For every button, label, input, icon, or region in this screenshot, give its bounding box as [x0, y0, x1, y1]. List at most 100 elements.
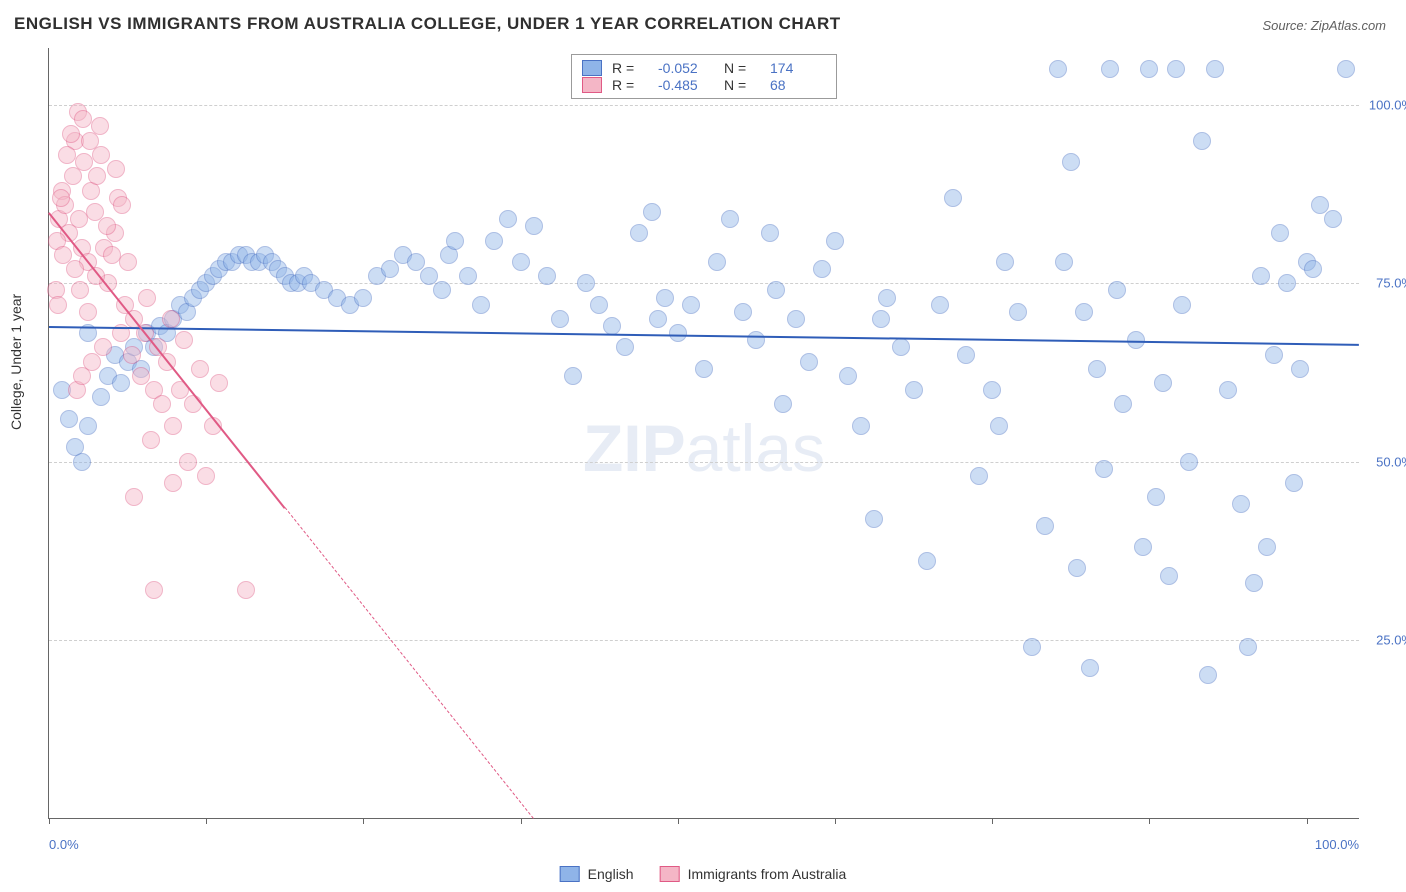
legend-item: Immigrants from Australia — [660, 866, 847, 882]
chart-title: ENGLISH VS IMMIGRANTS FROM AUSTRALIA COL… — [14, 14, 841, 34]
x-tick — [1307, 818, 1308, 824]
data-point — [66, 438, 84, 456]
data-point — [125, 488, 143, 506]
data-point — [1258, 538, 1276, 556]
data-point — [210, 374, 228, 392]
data-point — [164, 417, 182, 435]
legend-swatch-icon — [582, 77, 602, 93]
data-point — [381, 260, 399, 278]
data-point — [577, 274, 595, 292]
data-point — [62, 125, 80, 143]
n-label: N = — [724, 77, 760, 93]
data-point — [499, 210, 517, 228]
legend-row: R = -0.052 N = 174 — [582, 60, 826, 76]
data-point — [525, 217, 543, 235]
data-point — [113, 196, 131, 214]
data-point — [603, 317, 621, 335]
data-point — [66, 260, 84, 278]
data-point — [197, 467, 215, 485]
data-point — [1180, 453, 1198, 471]
data-point — [54, 246, 72, 264]
data-point — [918, 552, 936, 570]
data-point — [1193, 132, 1211, 150]
data-point — [643, 203, 661, 221]
y-tick-label: 75.0% — [1376, 276, 1406, 291]
legend-row: R = -0.485 N = 68 — [582, 77, 826, 93]
data-point — [1285, 474, 1303, 492]
data-point — [590, 296, 608, 314]
x-tick — [363, 818, 364, 824]
y-axis-label: College, Under 1 year — [8, 294, 24, 430]
data-point — [1206, 60, 1224, 78]
data-point — [1199, 666, 1217, 684]
y-tick-label: 50.0% — [1376, 454, 1406, 469]
data-point — [1154, 374, 1172, 392]
data-point — [551, 310, 569, 328]
data-point — [512, 253, 530, 271]
data-point — [767, 281, 785, 299]
data-point — [1068, 559, 1086, 577]
data-point — [630, 224, 648, 242]
y-tick-label: 25.0% — [1376, 632, 1406, 647]
data-point — [420, 267, 438, 285]
data-point — [1232, 495, 1250, 513]
data-point — [1167, 60, 1185, 78]
data-point — [175, 331, 193, 349]
data-point — [179, 453, 197, 471]
data-point — [1245, 574, 1263, 592]
data-point — [459, 267, 477, 285]
data-point — [1304, 260, 1322, 278]
data-point — [71, 281, 89, 299]
regression-line — [49, 326, 1359, 346]
data-point — [1114, 395, 1132, 413]
data-point — [787, 310, 805, 328]
data-point — [112, 374, 130, 392]
data-point — [49, 296, 67, 314]
data-point — [60, 410, 78, 428]
data-point — [94, 338, 112, 356]
y-tick-label: 100.0% — [1369, 98, 1406, 113]
data-point — [826, 232, 844, 250]
x-tick — [835, 818, 836, 824]
data-point — [446, 232, 464, 250]
data-point — [75, 153, 93, 171]
data-point — [1049, 60, 1067, 78]
data-point — [98, 217, 116, 235]
data-point — [132, 367, 150, 385]
data-point — [669, 324, 687, 342]
gridline — [49, 462, 1359, 463]
series-legend: English Immigrants from Australia — [560, 866, 847, 882]
data-point — [433, 281, 451, 299]
legend-label: Immigrants from Australia — [688, 866, 847, 882]
data-point — [485, 232, 503, 250]
r-value: -0.485 — [658, 77, 714, 93]
data-point — [119, 253, 137, 271]
data-point — [761, 224, 779, 242]
data-point — [191, 360, 209, 378]
data-point — [103, 246, 121, 264]
data-point — [1023, 638, 1041, 656]
data-point — [107, 160, 125, 178]
x-tick — [49, 818, 50, 824]
data-point — [839, 367, 857, 385]
data-point — [1134, 538, 1152, 556]
data-point — [865, 510, 883, 528]
x-tick — [521, 818, 522, 824]
n-value: 174 — [770, 60, 826, 76]
data-point — [1055, 253, 1073, 271]
n-value: 68 — [770, 77, 826, 93]
data-point — [656, 289, 674, 307]
data-point — [1239, 638, 1257, 656]
data-point — [88, 167, 106, 185]
data-point — [145, 581, 163, 599]
data-point — [996, 253, 1014, 271]
data-point — [734, 303, 752, 321]
data-point — [354, 289, 372, 307]
data-point — [1291, 360, 1309, 378]
data-point — [1271, 224, 1289, 242]
data-point — [1324, 210, 1342, 228]
data-point — [1140, 60, 1158, 78]
data-point — [695, 360, 713, 378]
data-point — [708, 253, 726, 271]
x-tick — [206, 818, 207, 824]
